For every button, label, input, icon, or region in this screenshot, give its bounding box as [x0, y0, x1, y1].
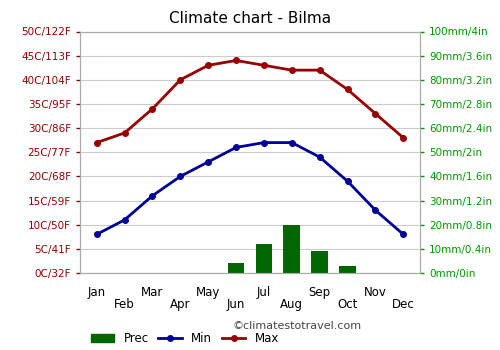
- Text: Nov: Nov: [364, 286, 387, 299]
- Text: Dec: Dec: [392, 298, 414, 312]
- Legend: Prec, Min, Max: Prec, Min, Max: [86, 327, 284, 350]
- Title: Climate chart - Bilma: Climate chart - Bilma: [169, 11, 331, 26]
- Bar: [339, 266, 356, 273]
- Text: Apr: Apr: [170, 298, 190, 312]
- Text: Jul: Jul: [257, 286, 271, 299]
- Text: Jan: Jan: [88, 286, 106, 299]
- Text: Feb: Feb: [114, 298, 135, 312]
- Bar: [256, 244, 272, 273]
- Text: Sep: Sep: [308, 286, 330, 299]
- Text: Oct: Oct: [338, 298, 357, 312]
- Text: May: May: [196, 286, 220, 299]
- Text: Aug: Aug: [280, 298, 303, 312]
- Text: Mar: Mar: [142, 286, 164, 299]
- Bar: [228, 263, 244, 273]
- Bar: [312, 251, 328, 273]
- Bar: [284, 225, 300, 273]
- Text: ©climatestotravel.com: ©climatestotravel.com: [233, 321, 362, 331]
- Text: Jun: Jun: [227, 298, 246, 312]
